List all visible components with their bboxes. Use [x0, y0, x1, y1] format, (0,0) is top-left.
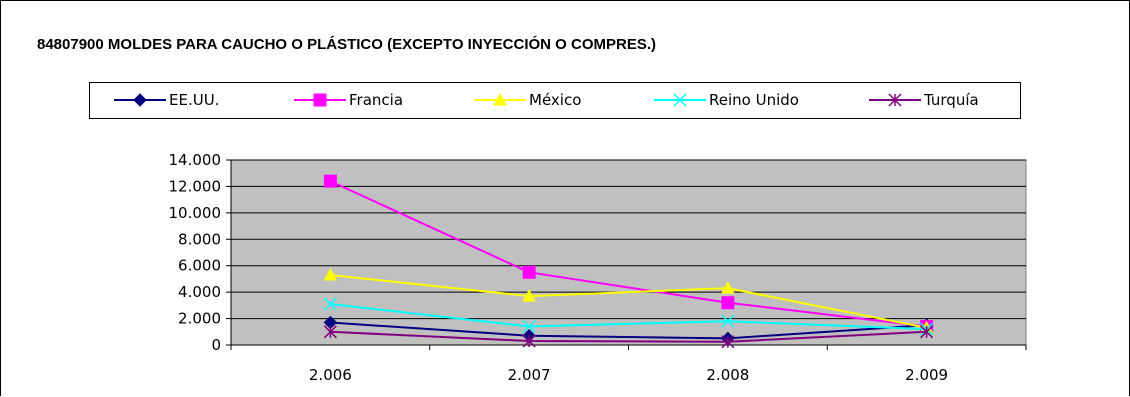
data-point-francia — [721, 296, 735, 310]
data-point-francia — [323, 174, 337, 188]
data-point-turqu-a — [721, 335, 735, 349]
x-tick-label: 2.006 — [309, 366, 352, 384]
chart-title: 84807900 MOLDES PARA CAUCHO O PLÁSTICO (… — [37, 36, 656, 53]
x-tick-label: 2.007 — [508, 366, 551, 384]
legend-marker-francia — [313, 93, 327, 107]
data-point-turqu-a — [522, 334, 536, 348]
x-tick-label: 2.008 — [706, 366, 749, 384]
series-line-turqu-a — [330, 330, 927, 343]
legend-label-ee-uu: EE.UU. — [169, 91, 219, 109]
data-point-reino-unido — [522, 319, 536, 334]
series-line-m-xico — [330, 273, 927, 329]
legend-label-turqu-a: Turquía — [923, 91, 979, 109]
data-point-turqu-a — [920, 325, 934, 339]
y-tick-label: 14.000 — [169, 151, 222, 169]
legend-label-m-xico: México — [529, 91, 581, 109]
series-line-francia — [329, 180, 927, 328]
x-tick-label: 2.009 — [905, 366, 948, 384]
y-tick-label: 2.000 — [178, 310, 221, 328]
legend-layer: EE.UU. Francia México Reino Unido Turquía — [114, 91, 979, 109]
y-tick-label: 10.000 — [169, 204, 222, 222]
series-line-ee-uu — [330, 321, 927, 340]
legend-box — [89, 82, 1021, 119]
legend-marker-ee-uu — [133, 93, 147, 107]
series-line-reino-unido — [330, 303, 927, 331]
legend-label-reino-unido: Reino Unido — [709, 91, 799, 109]
data-point-turqu-a — [323, 325, 337, 339]
plot-area — [230, 159, 1027, 346]
y-tick-label: 4.000 — [178, 283, 221, 301]
data-point-m-xico — [323, 267, 338, 281]
data-point-reino-unido — [721, 314, 735, 328]
y-tick-label: 6.000 — [178, 257, 221, 275]
data-point-francia — [522, 265, 536, 279]
y-tick-label: 0 — [211, 336, 221, 354]
data-point-m-xico — [522, 289, 536, 302]
data-point-m-xico — [721, 281, 735, 294]
y-tick-label: 8.000 — [178, 230, 221, 248]
y-tick-label: 12.000 — [169, 177, 222, 195]
plot-layer: 0 2.000 4.000 6.000 8.000 10.000 12.000 14.000 2… — [169, 151, 1027, 384]
legend-marker-m-xico — [493, 92, 507, 106]
data-point-reino-unido — [323, 297, 337, 311]
legend-marker-reino-unido — [673, 93, 687, 107]
legend-label-francia: Francia — [349, 91, 403, 109]
legend-marker-turqu-a — [888, 93, 902, 107]
